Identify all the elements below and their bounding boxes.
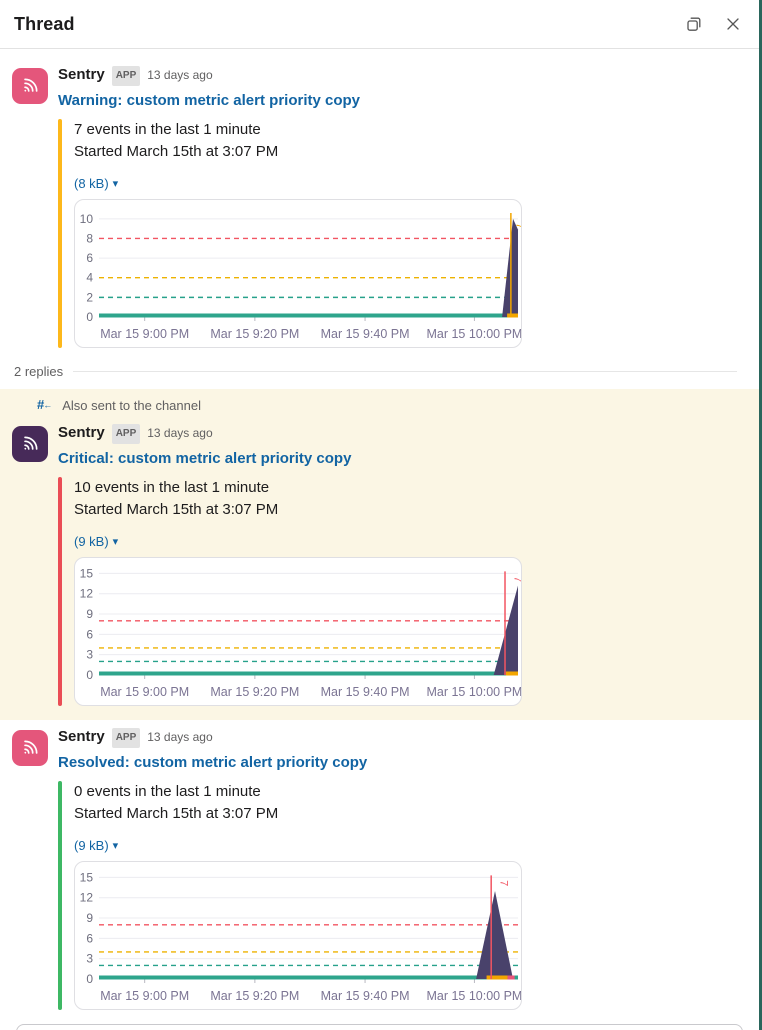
attachment-accent-bar: [58, 119, 62, 348]
sender-name[interactable]: Sentry: [58, 424, 105, 441]
attachment-text-line: Started March 15th at 3:07 PM: [74, 501, 279, 518]
sentry-avatar[interactable]: [12, 730, 48, 766]
alert-chart-image[interactable]: 0 3 6 9 12 15 Mar 15 9:00 PM Mar 15 9:20 PM Mar …: [74, 557, 522, 706]
svg-text:0: 0: [86, 668, 93, 682]
svg-text:Mar 15 9:00 PM: Mar 15 9:00 PM: [100, 327, 189, 341]
svg-text:2: 2: [86, 290, 93, 304]
message-timestamp[interactable]: 13 days ago: [147, 68, 213, 82]
svg-text:15: 15: [80, 870, 94, 884]
svg-text:3: 3: [86, 648, 93, 662]
svg-text:0: 0: [86, 972, 93, 986]
popout-icon[interactable]: [685, 15, 703, 33]
replies-divider: 2 replies: [0, 348, 759, 389]
caret-down-icon: ▾: [112, 840, 119, 852]
svg-text:Mar 15 10:00 PM: Mar 15 10:00 PM: [426, 989, 521, 1003]
sentry-logo-icon: [24, 78, 38, 92]
thread-message: Sentry APP 13 days ago Resolved: custom …: [0, 720, 759, 1010]
panel-title: Thread: [14, 13, 75, 34]
attachment-text-line: Started March 15th at 3:07 PM: [74, 805, 279, 822]
app-badge: APP: [111, 66, 141, 86]
alert-attachment: 10 events in the last 1 minute Started M…: [58, 477, 743, 706]
alert-chart-image[interactable]: 0 2 4 6 8 10 Mar 15 9:00 PM Mar 15 9:20 PM Mar 1…: [74, 199, 522, 348]
alert-attachment: 0 events in the last 1 minute Started Ma…: [58, 781, 743, 1010]
close-icon[interactable]: [725, 16, 741, 32]
alert-title-link[interactable]: Resolved: custom metric alert priority c…: [58, 754, 368, 771]
svg-text:Mar 15 9:40 PM: Mar 15 9:40 PM: [321, 327, 410, 341]
caret-down-icon: ▾: [112, 178, 119, 190]
attachment-text-line: 10 events in the last 1 minute: [74, 479, 270, 496]
svg-text:6: 6: [86, 627, 93, 641]
svg-text:12: 12: [80, 891, 94, 905]
svg-text:7: 7: [497, 880, 509, 886]
sentry-logo-icon: [24, 740, 38, 754]
svg-text:12: 12: [80, 587, 94, 601]
svg-text:Mar 15 9:00 PM: Mar 15 9:00 PM: [100, 685, 189, 699]
channel-hash-arrow-icon: #←: [37, 397, 53, 412]
sentry-avatar[interactable]: [12, 426, 48, 462]
message-timestamp[interactable]: 13 days ago: [147, 730, 213, 744]
svg-text:Mar 15 9:00 PM: Mar 15 9:00 PM: [100, 989, 189, 1003]
caret-down-icon: ▾: [112, 536, 119, 548]
svg-text:Mar 15 9:20 PM: Mar 15 9:20 PM: [210, 989, 299, 1003]
sentry-avatar[interactable]: [12, 68, 48, 104]
replies-count-label: 2 replies: [14, 364, 64, 379]
thread-message: Sentry APP 13 days ago Warning: custom m…: [0, 49, 759, 348]
attachment-accent-bar: [58, 781, 62, 1010]
alert-title-link[interactable]: Critical: custom metric alert priority c…: [58, 450, 352, 467]
attachment-size-toggle[interactable]: (8 kB) ▾: [74, 176, 522, 192]
svg-text:Mar 15 9:20 PM: Mar 15 9:20 PM: [210, 685, 299, 699]
thread-panel-header: Thread: [0, 0, 759, 49]
alert-chart-image[interactable]: 0 3 6 9 12 15 Mar 15 9:00 PM Mar 15 9:20 PM Mar …: [74, 861, 522, 1010]
message-timestamp[interactable]: 13 days ago: [147, 426, 213, 440]
svg-text:8: 8: [86, 231, 93, 245]
app-badge: APP: [111, 728, 141, 748]
attachment-size-toggle[interactable]: (9 kB) ▾: [74, 838, 522, 854]
attachment-text-line: Started March 15th at 3:07 PM: [74, 143, 279, 160]
message-composer[interactable]: [16, 1024, 743, 1030]
svg-text:15: 15: [80, 566, 94, 580]
attachment-size-toggle[interactable]: (9 kB) ▾: [74, 534, 522, 550]
app-badge: APP: [111, 424, 141, 444]
attachment-size-label: (9 kB): [74, 838, 109, 853]
attachment-size-label: (9 kB): [74, 534, 109, 549]
svg-text:3: 3: [86, 952, 93, 966]
svg-text:4: 4: [86, 271, 93, 285]
svg-text:Mar 15 10:00 PM: Mar 15 10:00 PM: [426, 685, 521, 699]
attachment-accent-bar: [58, 477, 62, 706]
svg-text:Mar 15 9:40 PM: Mar 15 9:40 PM: [321, 685, 410, 699]
svg-text:9: 9: [86, 911, 93, 925]
alert-title-link[interactable]: Warning: custom metric alert priority co…: [58, 92, 360, 109]
svg-text:10: 10: [80, 212, 94, 226]
sender-name[interactable]: Sentry: [58, 66, 105, 83]
svg-text:6: 6: [86, 251, 93, 265]
also-sent-text: Also sent to the channel: [62, 397, 201, 413]
also-sent-note: #← Also sent to the channel: [0, 389, 759, 416]
svg-text:7: 7: [512, 576, 521, 582]
sentry-logo-icon: [24, 436, 38, 450]
sender-name[interactable]: Sentry: [58, 728, 105, 745]
svg-text:9: 9: [86, 607, 93, 621]
attachment-text-line: 7 events in the last 1 minute: [74, 121, 261, 138]
attachment-size-label: (8 kB): [74, 176, 109, 191]
svg-text:0: 0: [86, 310, 93, 324]
attachment-text-line: 0 events in the last 1 minute: [74, 783, 261, 800]
alert-attachment: 7 events in the last 1 minute Started Ma…: [58, 119, 743, 348]
highlighted-message-section: #← Also sent to the channel Sentry APP 1…: [0, 389, 759, 720]
svg-text:Mar 15 9:40 PM: Mar 15 9:40 PM: [321, 989, 410, 1003]
svg-text:Mar 15 9:20 PM: Mar 15 9:20 PM: [210, 327, 299, 341]
svg-text:Mar 15 10:00 PM: Mar 15 10:00 PM: [426, 327, 521, 341]
thread-message: Sentry APP 13 days ago Critical: custom …: [0, 416, 759, 706]
svg-text:6: 6: [86, 931, 93, 945]
divider-line: [73, 371, 737, 372]
svg-text:7: 7: [513, 223, 521, 229]
